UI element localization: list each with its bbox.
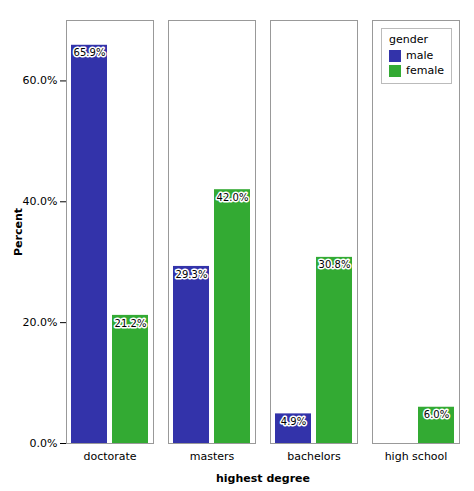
svg-text:29.3%: 29.3%: [176, 269, 208, 280]
svg-text:42.0%: 42.0%: [217, 192, 249, 203]
svg-text:doctorate: doctorate: [83, 450, 136, 463]
html-text:female: female: [406, 64, 444, 77]
svg-text:21.2%: 21.2%: [115, 317, 147, 328]
html-text:gender: gender: [389, 33, 429, 46]
svg-text:30.8%: 30.8%: [319, 259, 351, 270]
svg-text:highest degree: highest degree: [216, 472, 310, 485]
svg-text:bachelors: bachelors: [287, 450, 341, 463]
svg-text:65.9%: 65.9%: [74, 47, 106, 58]
svg-text:Percent: Percent: [12, 208, 25, 256]
svg-text:20.0%: 20.0%: [23, 316, 58, 329]
svg-text:60.0%: 60.0%: [23, 74, 58, 87]
svg-text:40.0%: 40.0%: [23, 195, 58, 208]
svg-text:4.9%: 4.9%: [281, 416, 306, 427]
html-text:male: male: [406, 49, 434, 62]
svg-text:masters: masters: [190, 450, 235, 463]
svg-text:6.0%: 6.0%: [424, 409, 449, 420]
svg-text:high school: high school: [385, 450, 448, 463]
svg-text:0.0%: 0.0%: [30, 437, 58, 450]
